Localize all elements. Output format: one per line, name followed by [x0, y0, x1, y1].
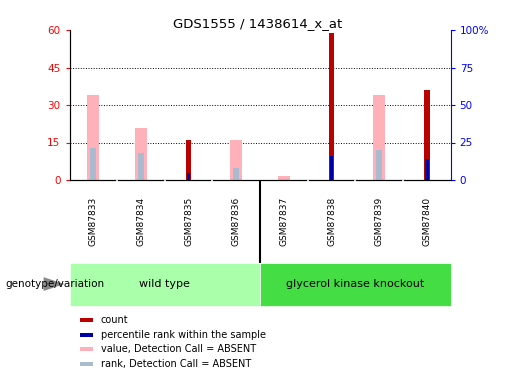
Text: GSM87833: GSM87833 [89, 196, 98, 246]
Bar [91, 147, 96, 180]
Bar [70, 262, 260, 306]
Text: genotype/variation: genotype/variation [5, 279, 104, 289]
Bar [138, 153, 144, 180]
Bar [425, 159, 428, 180]
Bar [88, 95, 99, 180]
Text: GSM87835: GSM87835 [184, 196, 193, 246]
Bar [376, 150, 382, 180]
Bar [80, 333, 93, 337]
Text: glycerol kinase knockout: glycerol kinase knockout [286, 279, 424, 289]
Bar [187, 172, 191, 180]
Bar [80, 362, 93, 366]
Bar [186, 140, 192, 180]
Polygon shape [44, 277, 64, 291]
Text: GSM87836: GSM87836 [232, 196, 241, 246]
Text: percentile rank within the sample: percentile rank within the sample [101, 330, 266, 340]
Bar [80, 318, 93, 322]
Bar [330, 156, 333, 180]
Text: value, Detection Call = ABSENT: value, Detection Call = ABSENT [101, 345, 256, 354]
Text: GDS1555 / 1438614_x_at: GDS1555 / 1438614_x_at [173, 17, 342, 30]
Bar [135, 128, 147, 180]
Text: GSM87839: GSM87839 [375, 196, 384, 246]
Bar [260, 262, 451, 306]
Text: wild type: wild type [140, 279, 190, 289]
Text: GSM87838: GSM87838 [327, 196, 336, 246]
Bar [373, 95, 385, 180]
Text: count: count [101, 315, 128, 326]
Bar [424, 90, 430, 180]
Text: GSM87834: GSM87834 [136, 196, 145, 246]
Text: rank, Detection Call = ABSENT: rank, Detection Call = ABSENT [101, 359, 251, 369]
Bar [278, 176, 290, 180]
Bar [80, 347, 93, 351]
Text: GSM87837: GSM87837 [280, 196, 288, 246]
Bar [230, 140, 242, 180]
Text: GSM87840: GSM87840 [422, 196, 431, 246]
Bar [329, 33, 334, 180]
Bar [233, 168, 239, 180]
